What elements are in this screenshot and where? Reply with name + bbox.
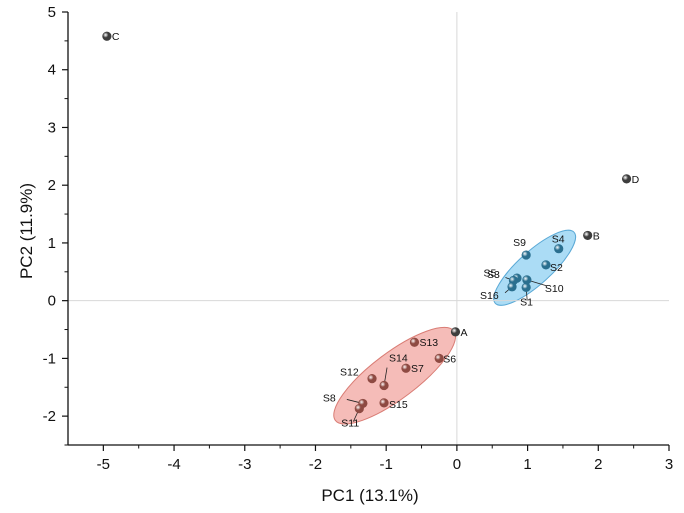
label-s8: S8 xyxy=(323,392,336,404)
label-a: A xyxy=(460,327,467,339)
label-s11: S11 xyxy=(341,418,359,430)
point-s16 xyxy=(507,282,517,292)
label-s4: S4 xyxy=(552,234,565,246)
point-s13 xyxy=(409,337,420,347)
y-tick-label: 5 xyxy=(48,4,56,21)
point-s2 xyxy=(541,260,551,270)
data-points xyxy=(102,31,632,414)
y-axis-title: PC2 (11.9%) xyxy=(17,183,36,279)
label-s14: S14 xyxy=(389,353,408,365)
label-s7: S7 xyxy=(411,363,424,375)
point-b xyxy=(583,230,593,241)
point-s9 xyxy=(521,250,531,260)
label-c: C xyxy=(112,31,120,43)
zero-reference-lines xyxy=(68,12,669,445)
label-s12: S12 xyxy=(340,367,359,379)
x-tick-label: -2 xyxy=(309,456,322,473)
x-tick-label: 3 xyxy=(665,456,673,473)
label-d: D xyxy=(632,174,640,186)
point-c xyxy=(102,31,112,41)
label-s15: S15 xyxy=(389,399,408,411)
x-tick-label: 2 xyxy=(594,456,602,473)
label-b: B xyxy=(593,230,600,242)
point-s15 xyxy=(379,398,389,408)
axis-ticks: -5 -4 -3 -2 -1 0 1 2 3 -2 -1 0 1 2 3 4 5 xyxy=(43,4,674,473)
point-s14 xyxy=(379,380,389,391)
label-s6: S6 xyxy=(443,353,456,365)
point-d xyxy=(621,174,632,184)
point-labels: A B C D S1 S2 S3 S4 S5 S9 S10 S16 S6 S7 S8 S11 S12 S13 S14… xyxy=(112,31,640,429)
y-tick-label: 3 xyxy=(48,119,56,136)
point-s7 xyxy=(401,363,411,373)
x-tick-label: 1 xyxy=(523,456,531,473)
y-tick-label: 1 xyxy=(48,235,56,252)
label-s5: S5 xyxy=(483,267,496,279)
x-tick-label: -4 xyxy=(167,456,180,473)
label-s9: S9 xyxy=(513,237,526,249)
x-axis-title: PC1 (13.1%) xyxy=(321,486,418,505)
y-tick-label: -1 xyxy=(43,350,56,367)
point-s6 xyxy=(434,353,444,364)
y-tick-label: 0 xyxy=(48,293,56,310)
y-tick-label: -2 xyxy=(43,408,56,425)
x-tick-label: -5 xyxy=(97,456,110,473)
label-s2: S2 xyxy=(550,262,563,274)
point-a xyxy=(450,327,461,337)
x-tick-label: 0 xyxy=(453,456,461,473)
x-tick-label: -3 xyxy=(238,456,251,473)
y-tick-label: 2 xyxy=(48,177,56,194)
label-s3: S3 xyxy=(487,269,500,281)
label-s16: S16 xyxy=(480,290,499,302)
x-tick-label: -1 xyxy=(380,456,393,473)
label-s13: S13 xyxy=(419,337,438,349)
point-s10 xyxy=(522,275,532,285)
point-s11 xyxy=(354,404,364,414)
point-s4 xyxy=(554,244,564,254)
y-tick-label: 4 xyxy=(48,62,56,79)
point-s12 xyxy=(367,374,377,384)
label-s10: S10 xyxy=(545,283,564,295)
label-s1: S1 xyxy=(520,296,533,308)
axes-frame xyxy=(67,12,669,446)
